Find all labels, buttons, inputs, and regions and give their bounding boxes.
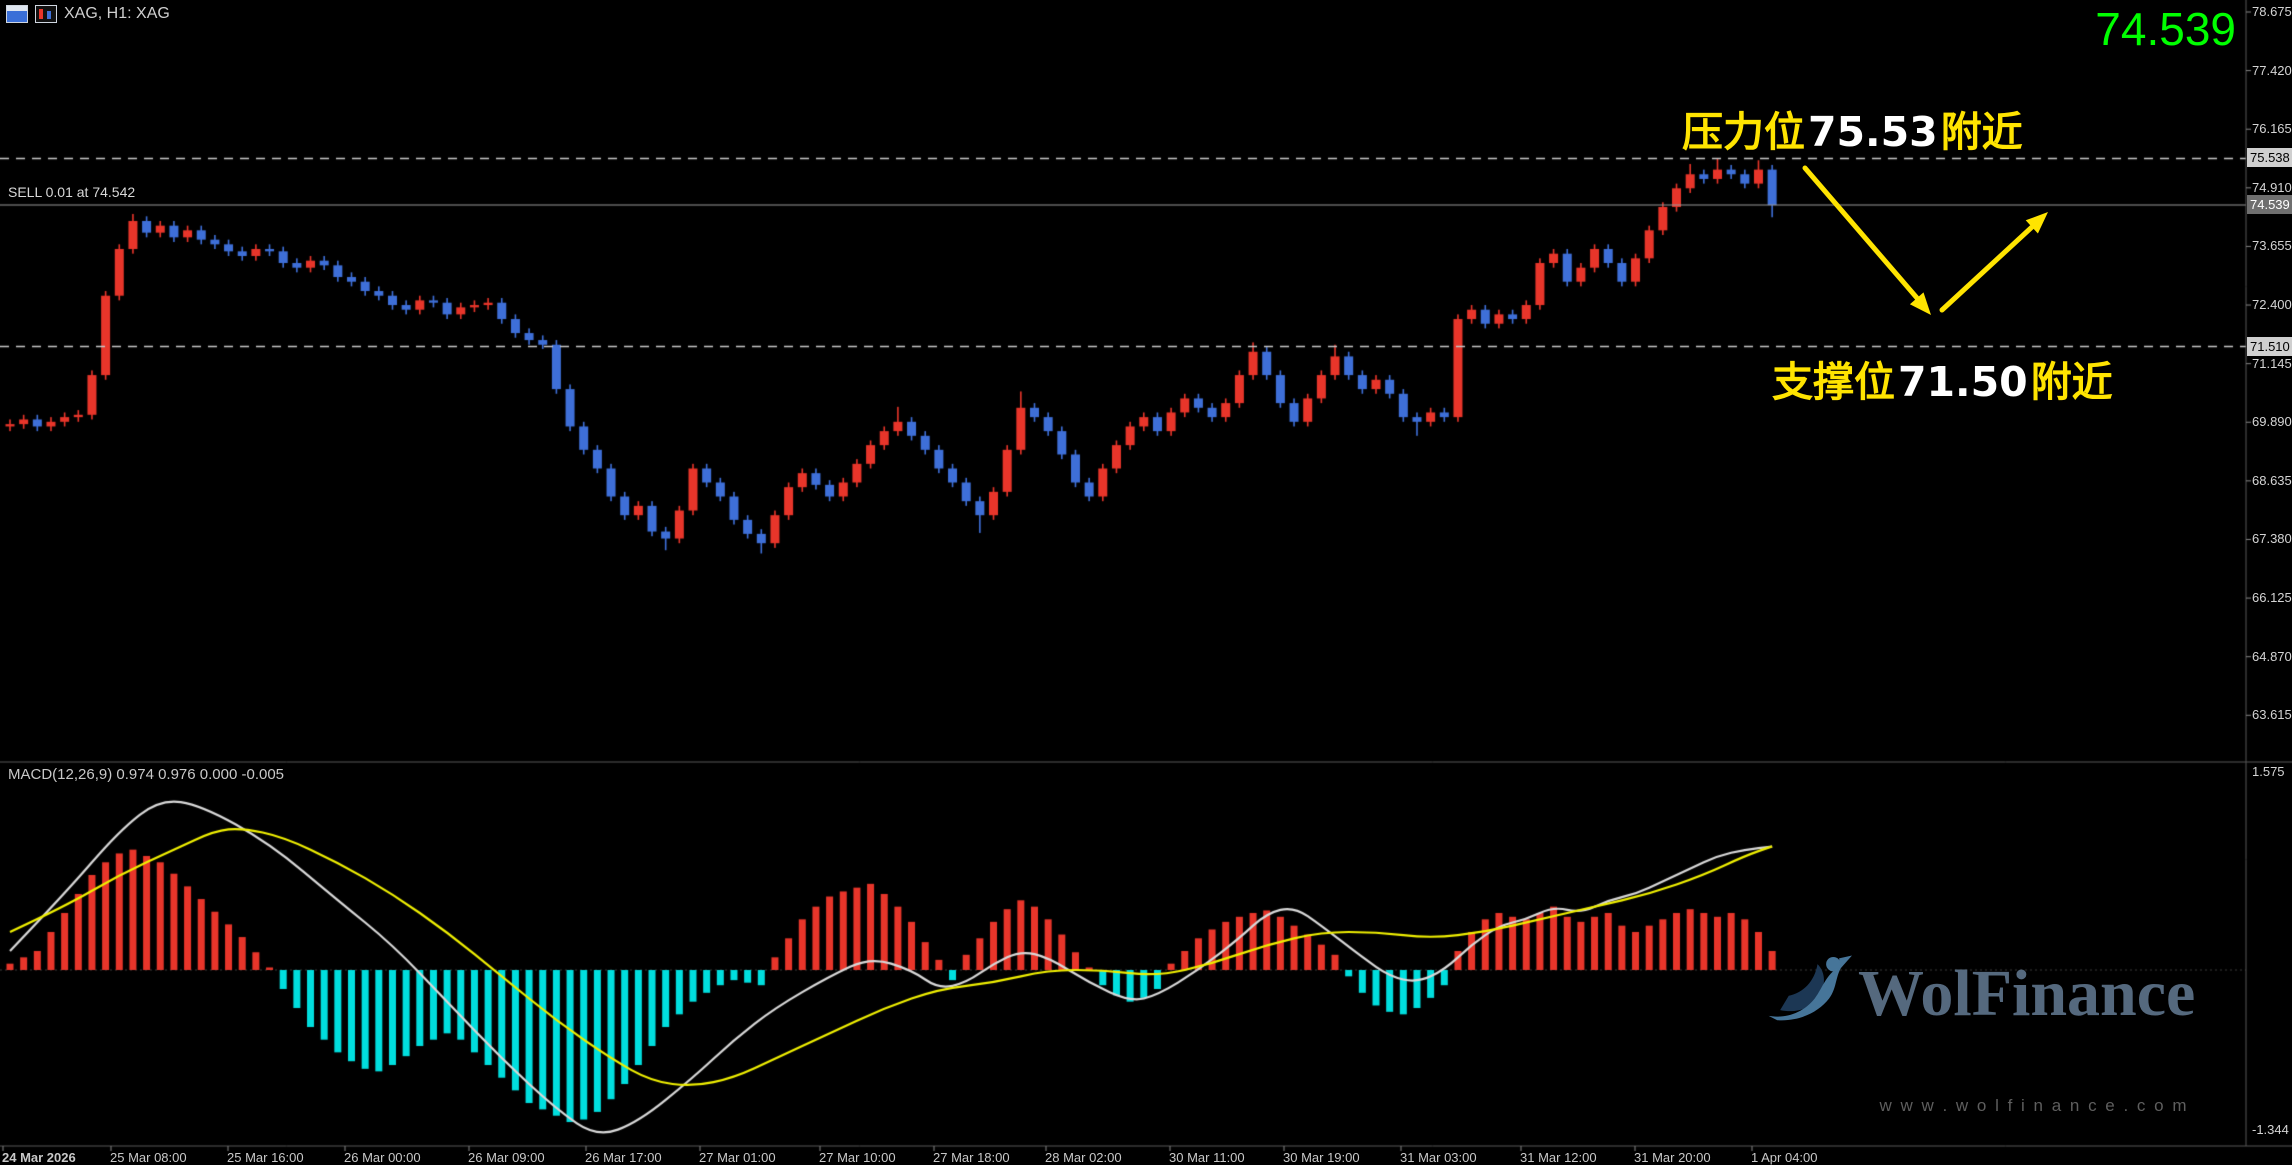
current-price-badge: 74.539	[2247, 195, 2292, 215]
price-tick-label: 74.910	[2252, 179, 2292, 195]
time-tick-label: 31 Mar 03:00	[1400, 1150, 1477, 1165]
support-suffix: 附近	[2030, 358, 2113, 406]
symbol-label: XAG, H1: XAG	[64, 5, 170, 22]
price-tick-label: 64.870	[2252, 648, 2292, 664]
price-tick-label: 67.380	[2252, 531, 2292, 547]
price-tick-label: 77.420	[2252, 62, 2292, 78]
support-prefix: 支撑位	[1772, 358, 1895, 406]
chart-header: XAG, H1: XAG	[6, 5, 170, 23]
support-value: 71.50	[1898, 358, 2028, 406]
macd-scale-max: 1.575	[2252, 764, 2285, 779]
time-tick-label: 31 Mar 12:00	[1520, 1150, 1597, 1165]
price-tick-label: 63.615	[2252, 707, 2292, 723]
time-tick-label: 27 Mar 10:00	[819, 1150, 896, 1165]
time-tick-label: 30 Mar 11:00	[1169, 1150, 1245, 1165]
price-tick-label: 66.125	[2252, 590, 2292, 606]
window-icon	[6, 5, 28, 23]
candlestick-chart-icon	[35, 5, 57, 23]
time-tick-label: 27 Mar 18:00	[933, 1150, 1010, 1165]
time-tick-label: 27 Mar 01:00	[699, 1150, 776, 1165]
time-tick-label: 24 Mar 2026	[2, 1150, 76, 1165]
macd-indicator-label: MACD(12,26,9) 0.974 0.976 0.000 -0.005	[8, 766, 285, 783]
time-tick-label: 1 Apr 04:00	[1751, 1150, 1818, 1165]
time-tick-label: 25 Mar 08:00	[110, 1150, 187, 1165]
resistance-suffix: 附近	[1940, 108, 2023, 156]
time-tick-label: 30 Mar 19:00	[1283, 1150, 1360, 1165]
resistance-value: 75.53	[1808, 108, 1938, 156]
price-tick-label: 71.145	[2252, 355, 2292, 371]
level-price-badge: 75.538	[2247, 148, 2292, 168]
sell-order-label: SELL 0.01 at 74.542	[8, 184, 136, 200]
level-price-badge: 71.510	[2247, 336, 2292, 356]
price-tick-label: 72.400	[2252, 297, 2292, 313]
time-tick-label: 28 Mar 02:00	[1045, 1150, 1122, 1165]
macd-scale-min: -1.344	[2252, 1122, 2289, 1137]
price-tick-label: 68.635	[2252, 472, 2292, 488]
price-tick-label: 78.675	[2252, 4, 2292, 19]
time-tick-label: 26 Mar 09:00	[468, 1150, 545, 1165]
time-tick-label: 31 Mar 20:00	[1634, 1150, 1711, 1165]
time-tick-label: 25 Mar 16:00	[227, 1150, 304, 1165]
support-annotation: 支撑位71.50附近	[1772, 348, 2113, 408]
price-tick-label: 69.890	[2252, 414, 2292, 430]
price-tick-label: 73.655	[2252, 238, 2292, 254]
current-price-display: 74.539	[2095, 3, 2236, 55]
time-tick-label: 26 Mar 17:00	[585, 1150, 662, 1165]
price-tick-label: 76.165	[2252, 121, 2292, 137]
time-tick-label: 26 Mar 00:00	[344, 1150, 421, 1165]
resistance-annotation: 压力位75.53附近	[1682, 98, 2023, 158]
resistance-prefix: 压力位	[1682, 108, 1805, 156]
